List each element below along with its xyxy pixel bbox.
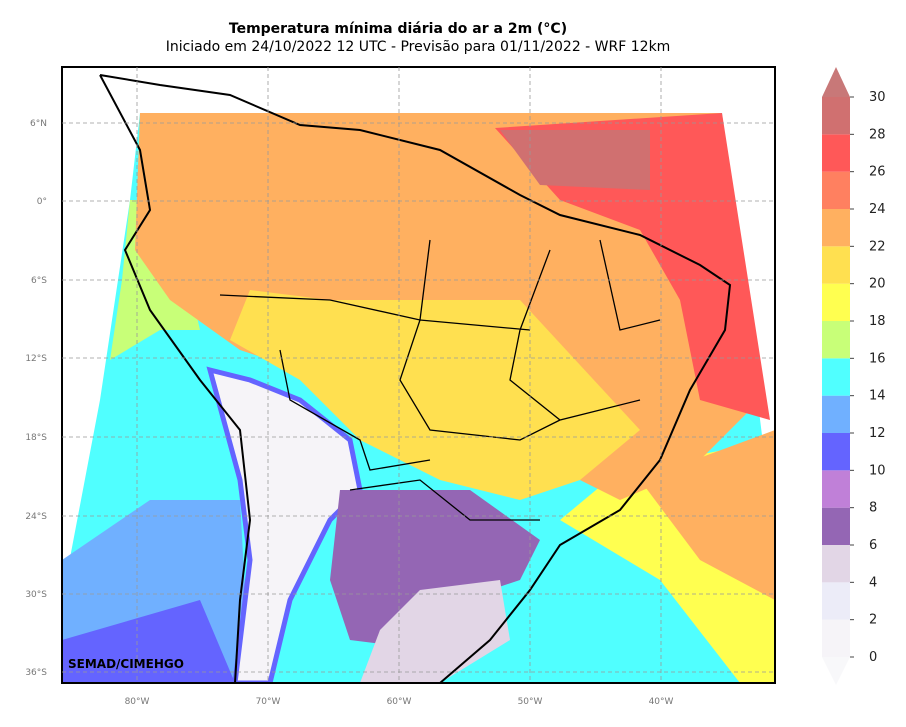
field-red	[495, 113, 770, 420]
colorbar-label: 20	[869, 277, 886, 292]
colorbar-segment	[822, 358, 850, 396]
title: Temperatura mínima diária do ar a 2m (°C…	[229, 21, 567, 37]
colorbar-segment	[822, 619, 850, 657]
colorbar-segment	[822, 209, 850, 247]
colorbar-segment	[822, 582, 850, 620]
lat-label: 24°S	[25, 512, 47, 522]
colorbar-segment	[822, 97, 850, 135]
lon-label: 40°W	[649, 697, 674, 707]
colorbar-label: 0	[869, 650, 877, 665]
colorbar-segment	[822, 134, 850, 172]
map: SEMAD/CIMEHGO	[61, 66, 776, 684]
colorbar-segment	[822, 321, 850, 359]
colorbar-segment	[822, 433, 850, 471]
subtitle: Iniciado em 24/10/2022 12 UTC - Previsão…	[166, 39, 671, 55]
coastline	[99, 74, 732, 683]
lon-label: 70°W	[256, 697, 281, 707]
field-yellow	[230, 290, 640, 500]
field-purple	[330, 490, 540, 650]
lon-label: 50°W	[518, 697, 543, 707]
colorbar-label: 8	[869, 501, 877, 516]
colorbar-segment	[822, 470, 850, 508]
colorbar-label: 10	[869, 463, 886, 478]
field-blue	[62, 600, 235, 683]
colorbar-label: 2	[869, 613, 877, 628]
credit: SEMAD/CIMEHGO	[68, 657, 184, 671]
colorbar-label: 6	[869, 538, 877, 553]
frame	[61, 66, 776, 684]
colorbar-label: 16	[869, 351, 886, 366]
colorbar-label: 12	[869, 426, 886, 441]
colorbar-label: 4	[869, 575, 877, 590]
colorbar-label: 26	[869, 165, 886, 180]
colorbar-segment	[822, 171, 850, 209]
lat-label: 18°S	[25, 433, 47, 443]
colorbar-segment	[822, 246, 850, 284]
colorbar-label: 28	[869, 127, 886, 142]
colorbar-label: 18	[869, 314, 886, 329]
lat-label: 30°S	[25, 590, 47, 600]
borders	[219, 239, 661, 521]
lat-label: 6°S	[31, 276, 47, 286]
lon-label: 80°W	[125, 697, 150, 707]
colorbar-segment	[822, 545, 850, 583]
lon-label: 60°W	[387, 697, 412, 707]
lat-label: 36°S	[25, 668, 47, 678]
colorbar-label: 24	[869, 202, 886, 217]
lat-label: 12°S	[25, 354, 47, 364]
field-lavender	[360, 580, 510, 683]
colorbar-label: 14	[869, 389, 886, 404]
field-andes	[206, 366, 363, 683]
lat-label: 0°	[37, 197, 47, 207]
colorbar-label: 30	[869, 90, 886, 105]
colorbar-over	[822, 67, 850, 97]
lat-label: 6°N	[30, 119, 47, 129]
colorbar-label: 22	[869, 239, 886, 254]
field-darkred	[500, 130, 650, 190]
colorbar-segment	[822, 395, 850, 433]
colorbar-segment	[822, 283, 850, 321]
colorbar-under	[822, 657, 850, 685]
colorbar-segment	[822, 507, 850, 545]
